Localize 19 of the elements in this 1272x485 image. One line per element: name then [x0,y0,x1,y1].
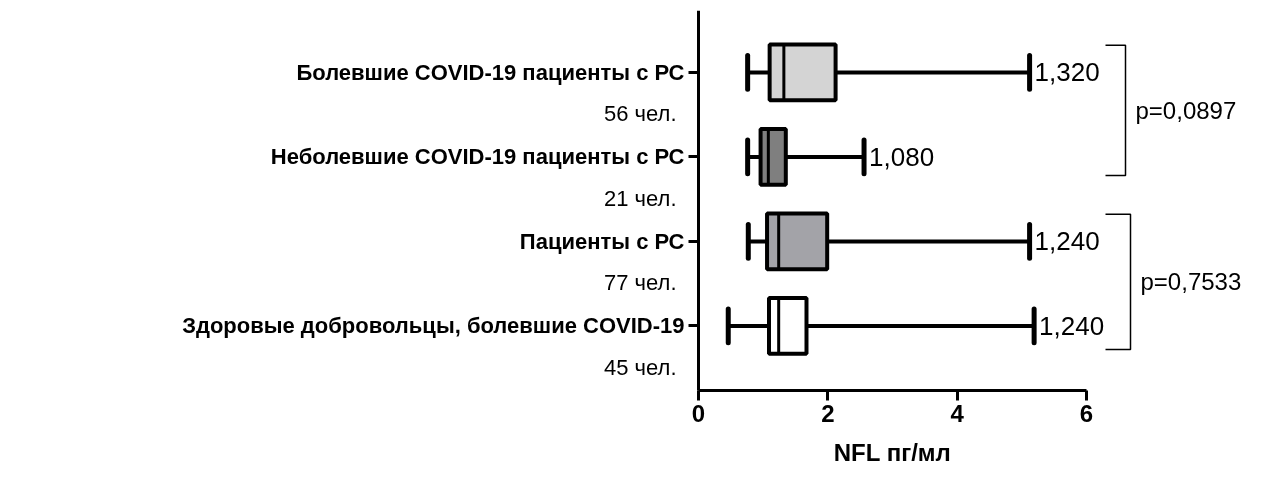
text: p=0,7533 [1140,268,1242,296]
x-axis-title: NFL пг/мл [833,439,951,467]
x-tick-label: 4 [950,399,965,427]
x-tick-label: 6 [1079,399,1094,427]
text: 1,320 [1034,57,1100,88]
text: 45 чел. [604,354,677,380]
text: 56 чел. [604,101,677,127]
y-tick-label: Здоровые добровольцы, болевшие COVID-19 [182,313,685,339]
y-tick-label: Неболевшие COVID-19 пациенты с РС [270,144,685,170]
x-tick-label: 0 [691,399,706,427]
text: 1,240 [1034,226,1100,257]
text: 1,080 [869,141,935,172]
text: 77 чел. [604,270,677,296]
y-tick-label: Болевшие COVID-19 пациенты с РС [296,59,685,85]
y-tick-label: Пациенты с РС [519,228,685,254]
text: 1,240 [1039,310,1105,341]
text: 21 чел. [604,185,677,211]
text: p=0,0897 [1135,96,1237,124]
x-tick-label: 2 [821,399,835,427]
